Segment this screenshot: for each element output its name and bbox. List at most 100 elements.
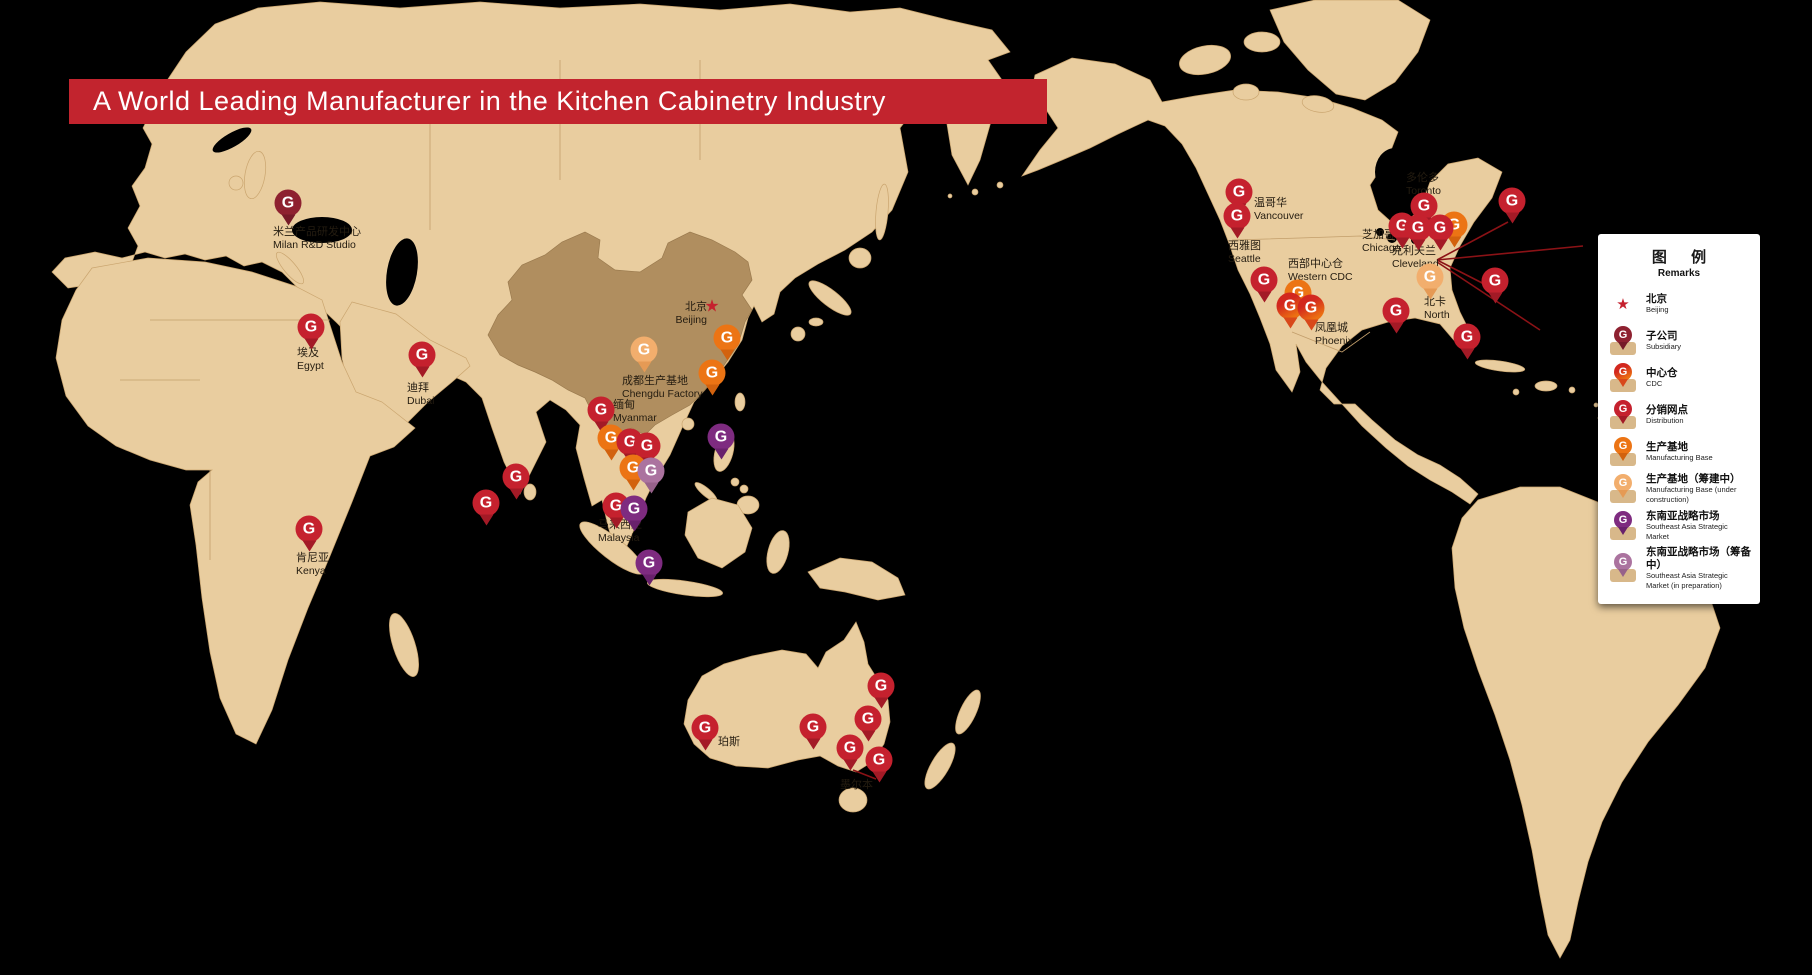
map-distribution-pin[interactable]: G: [799, 713, 827, 741]
pin-letter: G: [640, 437, 654, 454]
legend-item-sea: G 东南亚战略市场 Southeast Asia Strategic Market: [1606, 509, 1752, 542]
map-manufacturing_uc-pin[interactable]: G: [630, 336, 658, 364]
map-distribution-pin[interactable]: G: [865, 746, 893, 774]
legend-item-label-en: Manufacturing Base (under construction): [1646, 485, 1737, 504]
honshu-island: [808, 280, 852, 316]
pin-letter: G: [861, 710, 875, 727]
cuba-island: [1474, 359, 1526, 373]
map-distribution-pin[interactable]: G: [1250, 266, 1278, 294]
sakhalin-island: [875, 183, 889, 241]
map-distribution-pin[interactable]: G: [408, 341, 436, 369]
pin-letter: G: [1618, 402, 1628, 415]
legend-item-text: 子公司 Subsidiary: [1640, 330, 1681, 352]
legend-cdc-pin-icon: G: [1614, 363, 1632, 381]
legend-item-manufacturing: G 生产基地 Manufacturing Base: [1606, 435, 1752, 468]
pin-letter: G: [509, 468, 523, 485]
pin-letter: G: [806, 718, 820, 735]
legend-item-text: 东南亚战略市场 Southeast Asia Strategic Market: [1640, 510, 1752, 541]
map-manufacturing_uc-pin[interactable]: G: [1416, 263, 1444, 291]
map-sea-pin[interactable]: G: [620, 495, 648, 523]
map-distribution-pin[interactable]: G: [1453, 323, 1481, 351]
legend-sea_prep-pin-icon: G: [1614, 553, 1632, 572]
legend-item-text: 北京 Beijing: [1640, 293, 1669, 315]
map-distribution-pin[interactable]: G: [295, 515, 323, 543]
ireland-island: [228, 175, 244, 191]
legend-item-text: 生产基地 Manufacturing Base: [1640, 441, 1713, 463]
map-distribution-pin[interactable]: G: [1404, 214, 1432, 242]
map-distribution-pin[interactable]: G: [854, 705, 882, 733]
legend-title-cn: 图 例: [1651, 249, 1717, 266]
map-distribution-pin[interactable]: G: [836, 734, 864, 762]
map-distribution-pin[interactable]: G: [1382, 297, 1410, 325]
pin-letter: G: [644, 462, 658, 479]
legend-icon-wrap: G: [1606, 324, 1640, 357]
pin-letter: G: [1417, 197, 1431, 214]
map-distribution-pin[interactable]: G: [1225, 178, 1253, 206]
legend-icon-wrap: G: [1606, 551, 1640, 584]
legend-item-text: 分销网点 Distribution: [1640, 404, 1688, 426]
arctic-island-2: [1243, 31, 1281, 53]
map-manufacturing-pin[interactable]: G: [713, 324, 741, 352]
pin-letter: G: [1618, 476, 1628, 489]
legend-item-label-cn: 分销网点: [1646, 403, 1688, 416]
map-distribution-pin[interactable]: G: [502, 463, 530, 491]
legend-item-text: 中心仓 CDC: [1640, 367, 1678, 389]
pin-letter: G: [1460, 328, 1474, 345]
legend-icon-wrap: G: [1606, 435, 1640, 468]
map-distribution-pin[interactable]: G: [472, 489, 500, 517]
map-sea-pin[interactable]: G: [635, 549, 663, 577]
legend-item-label-en: Beijing: [1646, 305, 1669, 315]
legend-item-manufacturing_uc: G 生产基地（筹建中） Manufacturing Base (under cons…: [1606, 472, 1752, 505]
pin-letter: G: [1488, 272, 1502, 289]
headline-banner: A World Leading Manufacturer in the Kitc…: [69, 79, 1047, 124]
map-sea_prep-pin[interactable]: G: [637, 457, 665, 485]
legend-item-sea_prep: G 东南亚战略市场（筹备中） Southeast Asia Strategic Ma…: [1606, 546, 1752, 590]
pin-letter: G: [609, 497, 623, 514]
pin-letter: G: [1257, 271, 1271, 288]
map-cdc-pin[interactable]: G: [1297, 294, 1325, 322]
map-subsidiary-pin[interactable]: G: [274, 189, 302, 217]
taiwan-island: [734, 392, 746, 412]
map-distribution-pin[interactable]: G: [691, 714, 719, 742]
pin-letter: G: [637, 341, 651, 358]
jamaica-island: [1512, 388, 1520, 396]
pin-letter: G: [415, 346, 429, 363]
legend-subsidiary-pin-icon: G: [1614, 326, 1632, 344]
tasmania-island: [838, 787, 868, 813]
legend-item-label-cn: 东南亚战略市场: [1646, 509, 1720, 522]
legend-icon-wrap: ★: [1606, 287, 1640, 320]
map-distribution-pin[interactable]: G: [1481, 267, 1509, 295]
legend-item-text: 东南亚战略市场（筹备中） Southeast Asia Strategic Mar…: [1640, 546, 1752, 590]
legend-item-label-cn: 子公司: [1646, 329, 1678, 342]
map-sea-pin[interactable]: G: [707, 423, 735, 451]
map-distribution-pin[interactable]: G: [297, 313, 325, 341]
map-manufacturing-pin[interactable]: G: [698, 359, 726, 387]
pin-letter: G: [1283, 297, 1297, 314]
java-island: [647, 578, 723, 598]
legend-icon-wrap: G: [1606, 398, 1640, 431]
pin-letter: G: [1618, 365, 1628, 378]
beijing-star-legend-icon: ★: [1616, 296, 1630, 313]
map-distribution-pin[interactable]: G: [867, 672, 895, 700]
pin-letter: G: [843, 739, 857, 756]
map-distribution-pin[interactable]: G: [1498, 187, 1526, 215]
pin-letter: G: [642, 554, 656, 571]
map-distribution-pin[interactable]: G: [1223, 202, 1251, 230]
continents: [51, 0, 1721, 959]
pin-letter: G: [874, 677, 888, 694]
kyushu-island: [790, 326, 806, 342]
pin-letter: G: [1505, 192, 1519, 209]
legend-icon-wrap: G: [1606, 472, 1640, 505]
pin-letter: G: [1232, 183, 1246, 200]
aleutian-island: [996, 181, 1004, 189]
legend-item-text: 生产基地（筹建中） Manufacturing Base (under const…: [1640, 473, 1752, 504]
legend-title-en: Remarks: [1657, 268, 1701, 279]
arctic-island-4: [1301, 95, 1335, 113]
pin-letter: G: [626, 459, 640, 476]
madagascar-island: [389, 613, 419, 677]
legend-icon-wrap: G: [1606, 361, 1640, 394]
map-distribution-pin[interactable]: G: [587, 396, 615, 424]
hispaniola-island: [1534, 380, 1558, 392]
legend-rows: ★ 北京 Beijing G 子公司 Subsidiary G 中心仓 CDC G 分销网点 Dist…: [1606, 287, 1752, 590]
map-distribution-pin[interactable]: G: [1426, 214, 1454, 242]
